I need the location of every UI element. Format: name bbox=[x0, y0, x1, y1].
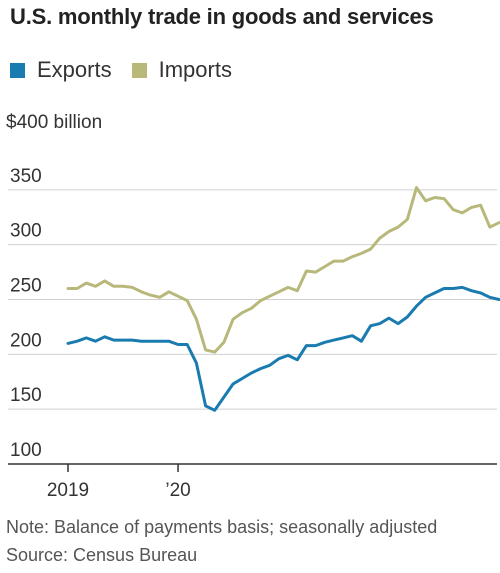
y-tick-label-200: 200 bbox=[10, 330, 42, 351]
legend-label-imports: Imports bbox=[158, 57, 232, 82]
y-axis-unit-label: $400 billion bbox=[6, 112, 103, 133]
chart-title: U.S. monthly trade in goods and services bbox=[10, 4, 434, 29]
source-note: Source: Census Bureau bbox=[6, 545, 198, 565]
series-line-exports bbox=[66, 285, 500, 412]
y-tick-label-100: 100 bbox=[10, 440, 42, 461]
footnote: Note: Balance of payments basis; seasona… bbox=[6, 517, 438, 537]
x-tick-label-12: ’20 bbox=[165, 480, 190, 501]
y-tick-label-150: 150 bbox=[10, 385, 42, 406]
x-tick-label-0: 2019 bbox=[47, 480, 89, 501]
legend-swatch-imports bbox=[131, 62, 147, 78]
y-tick-label-300: 300 bbox=[10, 221, 42, 242]
legend-item-imports: Imports bbox=[131, 57, 232, 83]
legend-label-exports: Exports bbox=[37, 57, 112, 82]
legend-item-exports: Exports bbox=[10, 57, 112, 83]
series-line-imports bbox=[66, 186, 500, 354]
y-tick-label-250: 250 bbox=[10, 276, 42, 297]
y-tick-label-350: 350 bbox=[10, 166, 42, 187]
legend: Exports Imports bbox=[10, 57, 252, 83]
legend-swatch-exports bbox=[10, 62, 25, 78]
